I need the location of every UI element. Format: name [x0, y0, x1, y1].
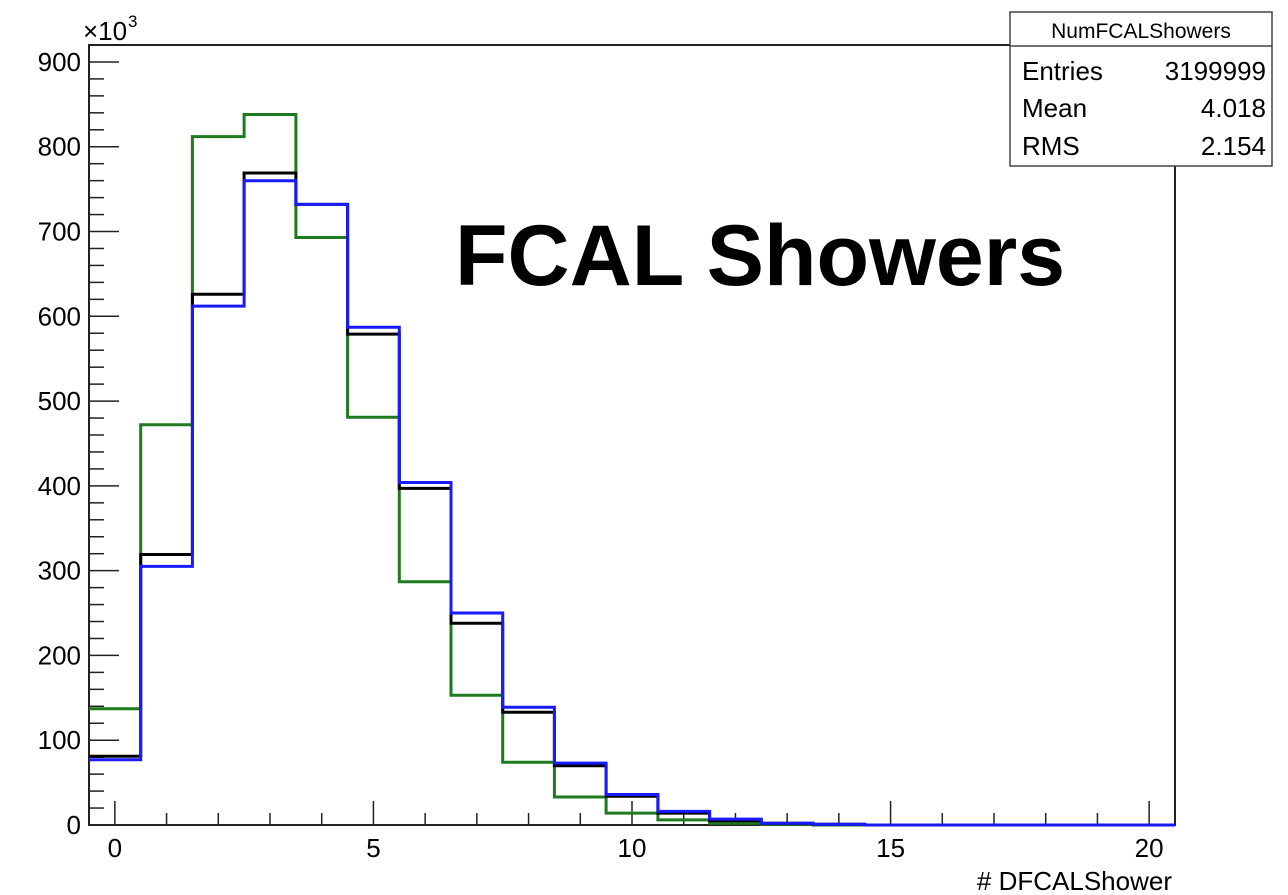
x-tick-label: 0 [108, 833, 122, 863]
y-tick-label: 700 [38, 217, 81, 247]
stats-box-title: NumFCALShowers [1051, 20, 1231, 43]
stats-box: NumFCALShowers Entries 3199999 Mean 4.01… [1009, 11, 1273, 167]
stats-box-frame [1009, 11, 1273, 167]
x-tick-label: 20 [1135, 833, 1164, 863]
x-axis: 0 5 10 15 20 [108, 801, 1164, 863]
y-tick-label: 500 [38, 386, 81, 416]
stats-mean-label: Mean [1022, 93, 1087, 123]
y-axis: 0 100 200 300 400 500 600 700 800 900 [38, 47, 119, 840]
y-tick-label: 300 [38, 556, 81, 586]
y-tick-label: 400 [38, 471, 81, 501]
y-tick-label: 0 [67, 810, 81, 840]
y-tick-label: 800 [38, 132, 81, 162]
x-tick-label: 5 [366, 833, 380, 863]
y-tick-label: 200 [38, 640, 81, 670]
series-layer [89, 113, 1175, 827]
series-line-2 [89, 179, 1175, 827]
stats-entries-value: 3199999 [1165, 56, 1266, 86]
x-axis-title: # DFCALShower [977, 866, 1172, 895]
stats-mean-value: 4.018 [1201, 93, 1266, 123]
y-tick-label: 600 [38, 301, 81, 331]
stats-rms-label: RMS [1022, 131, 1080, 161]
stats-entries-label: Entries [1022, 56, 1103, 86]
y-multiplier-label: ×10 [83, 16, 127, 46]
x-tick-label: 10 [618, 833, 647, 863]
chart-title: FCAL Showers [455, 208, 1065, 304]
y-multiplier-exponent: 3 [128, 12, 137, 31]
y-tick-label: 900 [38, 47, 81, 77]
x-tick-label: 15 [876, 833, 905, 863]
stats-rms-value: 2.154 [1201, 131, 1266, 161]
y-tick-label: 100 [38, 725, 81, 755]
